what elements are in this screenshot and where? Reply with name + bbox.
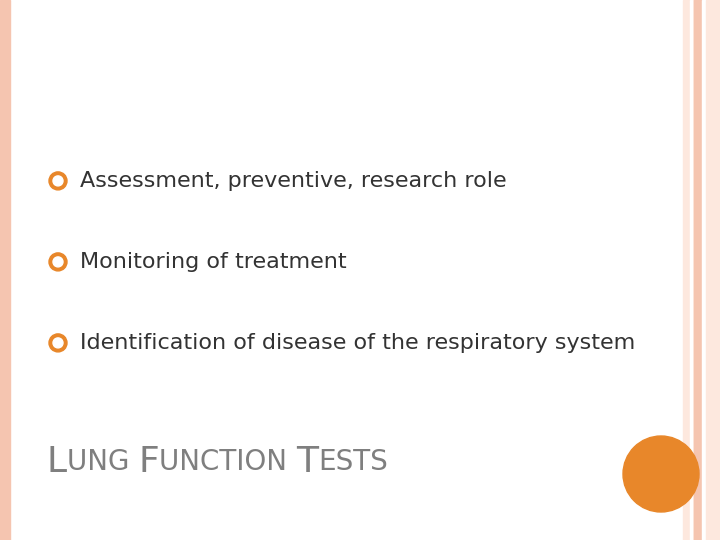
Circle shape (53, 257, 63, 267)
Bar (706, 0, 720, 540)
Bar (0, 0, 10, 540)
Text: L: L (47, 445, 67, 478)
Text: UNG: UNG (67, 448, 138, 476)
Circle shape (49, 334, 67, 352)
Bar (690, 0, 692, 540)
Circle shape (49, 172, 67, 190)
Text: Monitoring of treatment: Monitoring of treatment (80, 252, 346, 272)
Circle shape (623, 436, 699, 512)
Circle shape (53, 338, 63, 348)
Circle shape (53, 176, 63, 186)
Text: UNCTION: UNCTION (159, 448, 296, 476)
Circle shape (49, 253, 67, 271)
Text: ESTS: ESTS (318, 448, 387, 476)
Text: T: T (296, 445, 318, 478)
Bar (702, 0, 706, 540)
Text: F: F (138, 445, 159, 478)
Bar (683, 0, 720, 540)
Text: Identification of disease of the respiratory system: Identification of disease of the respira… (80, 333, 635, 353)
Text: Assessment, preventive, research role: Assessment, preventive, research role (80, 171, 507, 191)
Bar (694, 0, 702, 540)
